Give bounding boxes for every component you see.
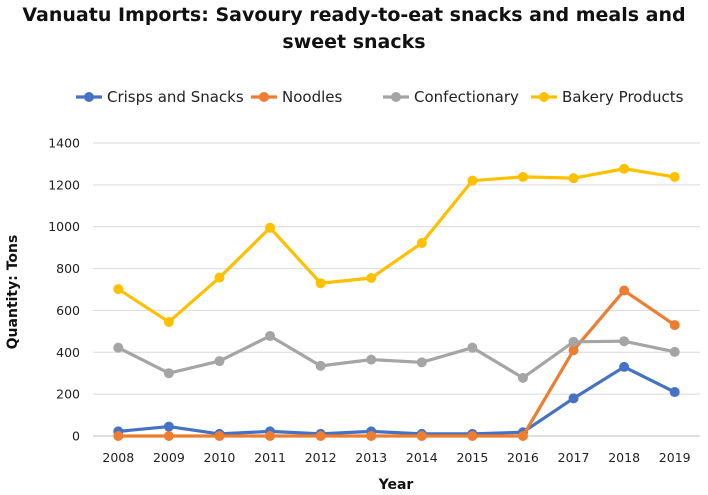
data-point xyxy=(669,320,680,331)
series-noodles xyxy=(113,285,680,441)
y-tick-label: 1000 xyxy=(48,219,80,234)
y-axis-ticks: 0 200 400 600 800 1000 1200 1400 xyxy=(48,136,80,444)
y-tick-label: 800 xyxy=(56,261,80,276)
data-point xyxy=(366,272,377,283)
x-tick-label: 2014 xyxy=(406,450,438,465)
x-tick-label: 2010 xyxy=(204,450,236,465)
legend-item: Confectionary xyxy=(383,88,519,106)
legend-label: Confectionary xyxy=(414,88,519,106)
data-point xyxy=(619,163,630,174)
legend-item: Crisps and Snacks xyxy=(76,88,244,106)
y-tick-label: 600 xyxy=(56,303,80,318)
y-axis-title: Quantity: Tons xyxy=(5,235,21,350)
data-point xyxy=(163,431,174,441)
y-tick-label: 1400 xyxy=(48,136,80,151)
y-tick-label: 200 xyxy=(56,387,80,402)
data-point xyxy=(669,346,680,357)
legend-label: Bakery Products xyxy=(562,88,684,106)
series-lines xyxy=(113,163,680,441)
x-axis-title: Year xyxy=(378,477,414,493)
data-point xyxy=(113,431,124,441)
data-point xyxy=(568,345,579,356)
legend-marker xyxy=(84,92,94,102)
data-point xyxy=(265,330,276,341)
data-point xyxy=(214,272,225,283)
x-axis-ticks: 2008 2009 2010 2011 2012 2013 2014 2015 2016 2017… xyxy=(102,450,690,465)
data-point xyxy=(517,171,528,182)
data-point xyxy=(113,284,124,295)
data-point xyxy=(315,360,326,371)
series-line xyxy=(116,288,677,438)
data-point xyxy=(315,431,326,441)
legend-marker xyxy=(539,92,549,102)
legend-marker xyxy=(259,92,269,102)
data-point xyxy=(416,431,427,441)
series-crisps-and-snacks xyxy=(113,361,680,439)
data-point xyxy=(214,356,225,367)
x-tick-label: 2015 xyxy=(456,450,488,465)
data-point xyxy=(669,387,680,398)
data-point xyxy=(619,336,630,347)
legend-label: Crisps and Snacks xyxy=(107,88,244,106)
series-line xyxy=(116,167,677,324)
data-point xyxy=(467,175,478,186)
y-tick-label: 1200 xyxy=(48,177,80,192)
legend-marker xyxy=(391,92,401,102)
data-point xyxy=(163,421,174,432)
x-tick-label: 2018 xyxy=(608,450,640,465)
series-line xyxy=(116,334,677,380)
x-tick-label: 2008 xyxy=(102,450,134,465)
data-point xyxy=(265,431,276,441)
data-point xyxy=(568,173,579,184)
data-point xyxy=(467,342,478,353)
legend-item: Noodles xyxy=(251,88,342,106)
data-point xyxy=(517,431,528,441)
data-point xyxy=(517,372,528,383)
data-point xyxy=(163,368,174,379)
data-point xyxy=(265,222,276,233)
legend-item: Bakery Products xyxy=(531,88,684,106)
data-point xyxy=(568,393,579,404)
legend-label: Noodles xyxy=(282,88,342,106)
data-point xyxy=(163,316,174,327)
data-point xyxy=(315,278,326,289)
chart-title-line-1: Vanuatu Imports: Savoury ready-to-eat sn… xyxy=(22,4,685,26)
x-tick-label: 2013 xyxy=(355,450,387,465)
data-point xyxy=(416,357,427,368)
x-tick-label: 2016 xyxy=(507,450,539,465)
data-point xyxy=(619,285,630,296)
data-point xyxy=(619,361,630,372)
data-point xyxy=(669,171,680,182)
data-point xyxy=(366,354,377,365)
data-point xyxy=(366,431,377,441)
y-tick-label: 400 xyxy=(56,345,80,360)
gridlines xyxy=(93,142,700,437)
data-point xyxy=(214,431,225,441)
data-point xyxy=(416,238,427,249)
legend: Crisps and Snacks Noodles Confectionary Bak… xyxy=(76,88,684,106)
x-tick-label: 2019 xyxy=(659,450,691,465)
chart-title-line-2: sweet snacks xyxy=(282,31,425,53)
data-point xyxy=(568,336,579,347)
y-tick-label: 0 xyxy=(72,429,80,444)
x-tick-label: 2009 xyxy=(153,450,185,465)
x-tick-label: 2017 xyxy=(558,450,590,465)
series-bakery-products xyxy=(113,163,680,327)
series-confectionary xyxy=(113,330,680,383)
x-tick-label: 2011 xyxy=(254,450,286,465)
x-tick-label: 2012 xyxy=(305,450,337,465)
data-point xyxy=(113,342,124,353)
series-line xyxy=(116,365,677,436)
data-point xyxy=(467,431,478,441)
